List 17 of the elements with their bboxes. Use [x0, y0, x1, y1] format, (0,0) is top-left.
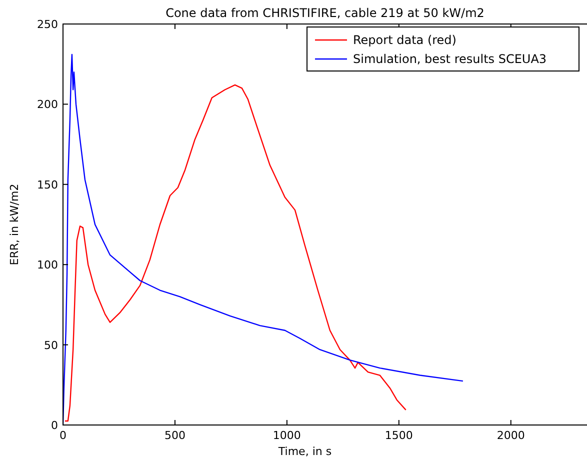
y-axis-title: ERR, in kW/m2 — [8, 184, 21, 266]
legend-label: Report data (red) — [353, 33, 456, 47]
y-tick-label: 150 — [37, 178, 58, 192]
x-tick-label: 2000 — [496, 429, 525, 442]
line-series — [64, 84, 406, 422]
chart-title: Cone data from CHRISTIFIRE, cable 219 at 50 kW/m2 — [166, 6, 484, 20]
y-tick-label: 100 — [37, 258, 58, 272]
x-tick-label: 0 — [60, 429, 66, 442]
y-tick-label: 250 — [37, 18, 58, 31]
x-tick-label: 1500 — [384, 429, 413, 442]
y-tick-label: 50 — [44, 338, 58, 352]
x-tick-label: 1000 — [272, 429, 301, 442]
y-tick-label: 0 — [51, 419, 58, 432]
legend-label: Simulation, best results SCEUA3 — [353, 52, 547, 66]
x-axis-title: Time, in s — [277, 445, 332, 458]
y-tick-label: 200 — [37, 98, 58, 112]
x-tick-label: 500 — [164, 429, 186, 442]
